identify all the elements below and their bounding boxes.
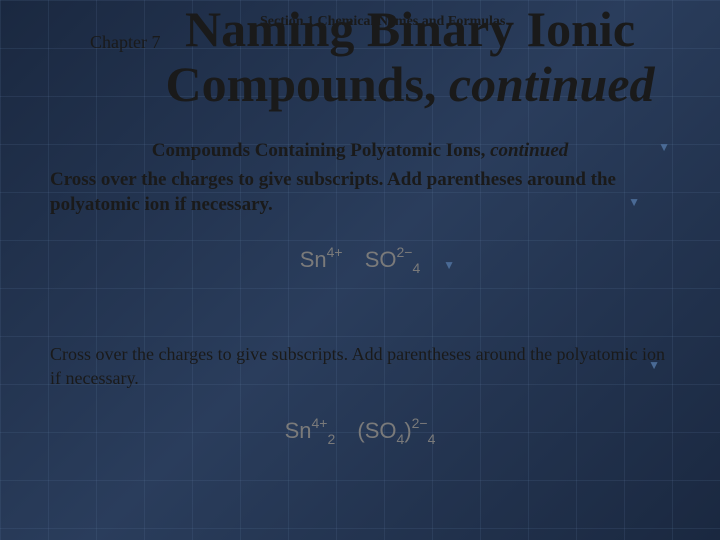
ion-so2-sub: 4 <box>397 431 405 447</box>
ion-so-charge: 2− <box>397 244 413 260</box>
slide-content: Section 1 Chemical Names and Formulas Ch… <box>0 0 720 464</box>
header-area: Section 1 Chemical Names and Formulas Ch… <box>40 8 680 128</box>
ion-so-sub: 4 <box>412 260 420 276</box>
ion-sn2-base: Sn <box>285 418 312 443</box>
subtitle: Compounds Containing Polyatomic Ions, co… <box>40 140 680 162</box>
subtitle-ital: continued <box>490 140 568 161</box>
paren-close: ) <box>404 418 411 443</box>
ion-so2-base: SO <box>365 418 397 443</box>
ion-so4: SO2−4 <box>365 247 421 273</box>
ion-sn-base: Sn <box>300 247 327 272</box>
ion-so-base: SO <box>365 247 397 272</box>
ion-so4-paren: (SO4)2−4 <box>357 418 435 444</box>
title-ital: continued <box>449 56 655 112</box>
subtitle-main: Compounds Containing Polyatomic Ions, <box>152 140 486 161</box>
ion-sn2-charge: 4+ <box>312 415 328 431</box>
ion-sn2-sub: 2 <box>327 431 335 447</box>
formula-2: Sn4+2 (SO4)2−4 <box>40 418 680 444</box>
body-paragraph-1: Cross over the charges to give subscript… <box>40 168 680 217</box>
outer-sub: 4 <box>428 431 436 447</box>
paren-open: ( <box>357 418 364 443</box>
body-paragraph-2: Cross over the charges to give subscript… <box>40 343 680 390</box>
formula-1: Sn4+ SO2−4 <box>40 247 680 273</box>
main-title: Naming Binary Ionic Compounds, continued <box>100 2 720 112</box>
ion-sn: Sn4+ <box>300 247 343 273</box>
outer-charge: 2− <box>412 415 428 431</box>
ion-sn-charge: 4+ <box>327 244 343 260</box>
ion-sn2: Sn4+2 <box>285 418 336 444</box>
